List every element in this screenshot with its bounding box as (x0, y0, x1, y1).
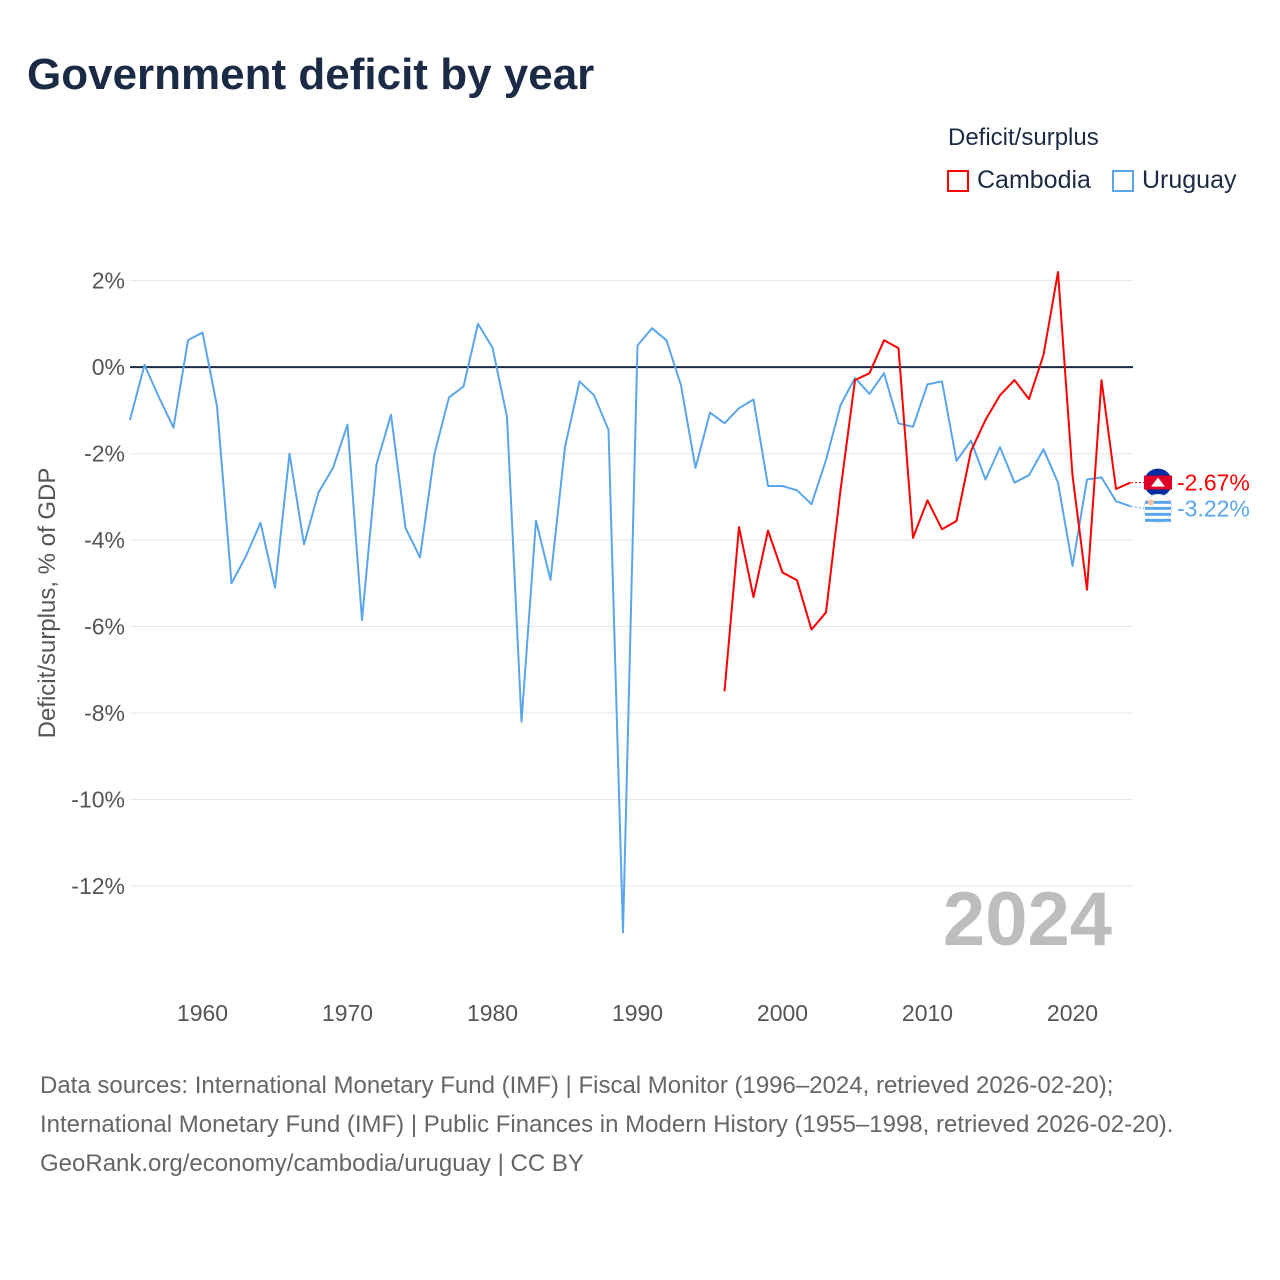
sources: Data sources: International Monetary Fun… (40, 1066, 1240, 1183)
cambodia-flag-icon (1144, 468, 1172, 497)
end-label-uruguay: -3.22% (1177, 495, 1250, 521)
legend-item-cambodia[interactable]: Cambodia (947, 166, 1091, 195)
flag-stripe (1145, 518, 1171, 522)
x-tick-label: 1990 (612, 1000, 663, 1026)
x-tick-label: 2020 (1047, 1000, 1098, 1026)
x-tick-label: 2010 (902, 1000, 953, 1026)
connector (1130, 505, 1145, 509)
sun-shape (1148, 499, 1154, 506)
y-tick-label: 2% (92, 268, 125, 294)
legend-title: Deficit/surplus (948, 124, 1099, 151)
end-label-cambodia: -2.67% (1177, 470, 1250, 496)
chart-title: Government deficit by year (27, 50, 595, 99)
x-tick-label: 1960 (177, 1000, 228, 1026)
flag-stripe (1145, 500, 1171, 504)
x-tick-label: 2000 (757, 1000, 808, 1026)
year-watermark: 2024 (943, 877, 1112, 962)
legend-item-uruguay[interactable]: Uruguay (1112, 166, 1237, 195)
y-tick-label: -8% (84, 700, 125, 726)
uruguay-flag-icon (1143, 493, 1173, 523)
y-tick-label: 0% (92, 354, 125, 380)
uruguay-swatch (1112, 169, 1134, 192)
y-tick-label: -6% (84, 614, 125, 640)
flag-stripe (1145, 512, 1171, 516)
y-axis-label: Deficit/surplus, % of GDP (34, 468, 61, 739)
flag-stripe (1145, 506, 1171, 510)
series-line-cambodia (723, 271, 1131, 692)
legend-label-uruguay: Uruguay (1142, 166, 1237, 194)
temple-shape (1151, 477, 1165, 487)
y-tick-label: -10% (71, 787, 125, 813)
y-tick-label: -2% (84, 441, 125, 467)
y-tick-label: -4% (84, 527, 125, 553)
x-tick-label: 1980 (467, 1000, 518, 1026)
series-line-uruguay (129, 322, 1131, 934)
y-tick-label: -12% (71, 873, 125, 899)
x-tick-label: 1970 (322, 1000, 373, 1026)
data-sources-text: Data sources: International Monetary Fun… (40, 1072, 1174, 1138)
credit-link[interactable]: GeoRank.org/economy/cambodia/uruguay | C… (40, 1150, 584, 1177)
cambodia-swatch (947, 169, 969, 192)
legend-label-cambodia: Cambodia (977, 166, 1091, 194)
